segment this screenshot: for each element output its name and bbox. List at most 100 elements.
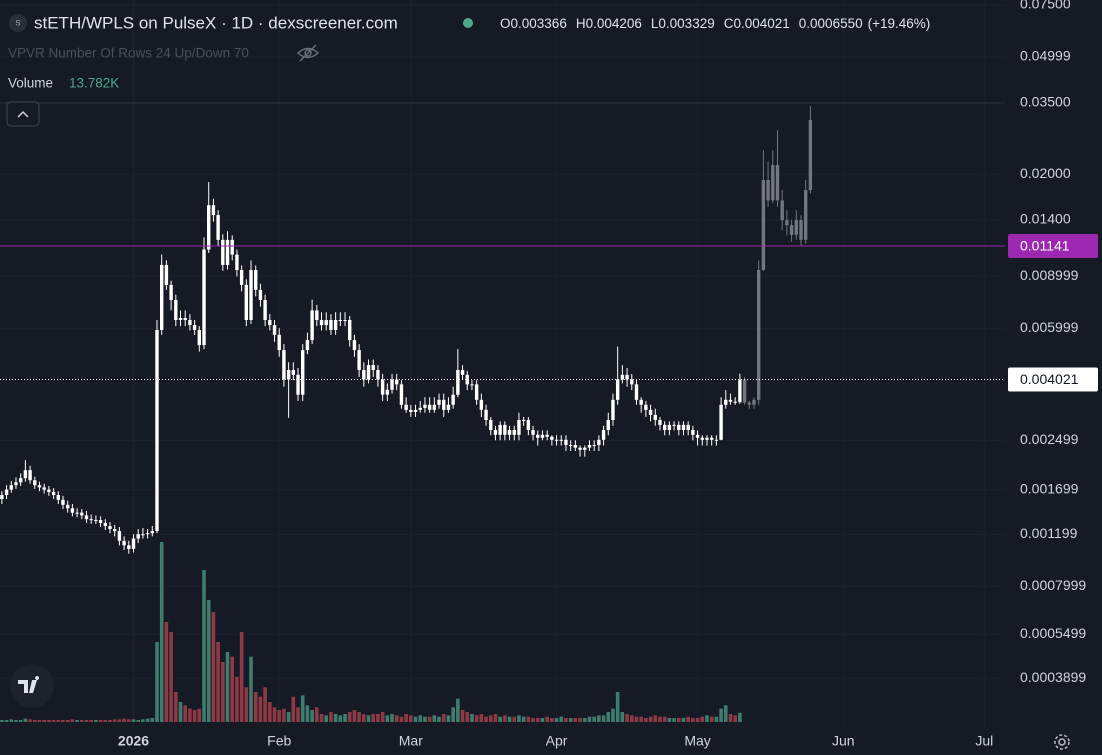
candle — [559, 435, 563, 446]
candle-body — [437, 399, 441, 405]
candle — [634, 380, 639, 405]
candle — [648, 404, 653, 422]
price-label-box — [1008, 367, 1098, 392]
candle-body — [597, 439, 601, 445]
volume-bar — [676, 718, 681, 722]
volume-bar — [0, 720, 4, 722]
candle-body — [432, 404, 437, 410]
volume-bar — [333, 714, 338, 722]
change: 0.0006550 — [799, 16, 863, 31]
candle — [583, 445, 587, 457]
candle-body — [0, 495, 4, 500]
volume-bar — [357, 712, 361, 722]
volume-bar — [70, 719, 75, 722]
volume-bar — [451, 707, 455, 722]
x-tick-label: Jul — [975, 733, 993, 749]
candle — [780, 189, 784, 231]
candle — [395, 373, 399, 391]
collapse-button[interactable] — [6, 101, 40, 127]
candle-body — [225, 239, 230, 265]
hide-icon[interactable] — [296, 44, 320, 62]
candle-body — [9, 485, 13, 490]
volume-bar — [188, 708, 192, 722]
candle — [789, 219, 794, 242]
volume-bar — [418, 715, 423, 722]
volume-bar — [338, 715, 343, 722]
volume-bar — [155, 642, 159, 722]
candle-body — [803, 190, 808, 240]
volume-bar — [517, 715, 521, 722]
candle-body — [207, 205, 211, 250]
candle-body — [611, 399, 615, 420]
volume-bar — [183, 705, 188, 722]
candle — [380, 373, 385, 401]
candle — [319, 312, 324, 331]
candle-body — [474, 384, 479, 400]
candle — [28, 465, 32, 484]
candle — [103, 519, 107, 531]
volume-bar — [324, 715, 329, 722]
volume-bar — [413, 716, 418, 722]
candle — [493, 425, 498, 441]
volume-readout: 13.782K — [69, 76, 119, 91]
candle — [686, 421, 690, 436]
candle — [724, 390, 728, 409]
candle-body — [413, 409, 418, 412]
candle — [418, 400, 422, 413]
candle-body — [423, 404, 427, 408]
volume-bar — [644, 718, 648, 722]
candle-body — [493, 429, 498, 435]
x-tick-label: 2026 — [118, 733, 149, 749]
candle — [521, 416, 526, 426]
x-tick-label: Mar — [399, 733, 423, 749]
volume-bar — [427, 716, 432, 722]
candle-body — [122, 540, 126, 546]
candle-body — [136, 534, 140, 539]
candle-body — [42, 487, 46, 490]
candle — [239, 265, 244, 292]
volume-bar — [249, 656, 253, 722]
candle-body — [268, 319, 272, 326]
candle-body — [728, 399, 733, 402]
candle-body — [460, 370, 465, 375]
candle — [0, 491, 4, 504]
volume-bar — [531, 718, 535, 722]
candle — [183, 310, 187, 327]
y-tick-label: 0.02000 — [1020, 165, 1071, 181]
candle — [174, 294, 178, 327]
volume-bar — [145, 718, 150, 722]
candle-body — [766, 180, 770, 201]
candle — [23, 460, 28, 482]
candle — [268, 314, 272, 331]
candle-body — [625, 374, 629, 380]
volume-bar — [126, 719, 131, 722]
candle — [672, 421, 676, 431]
candle-body — [592, 444, 596, 446]
volume-bar — [629, 715, 634, 722]
candle — [752, 397, 756, 409]
candle — [808, 105, 813, 194]
candle-body — [371, 365, 375, 371]
candle-body — [573, 444, 578, 448]
candle — [785, 210, 789, 236]
volume-bar — [582, 718, 587, 722]
tradingview-logo[interactable] — [10, 664, 54, 708]
candle-body — [554, 439, 559, 441]
candle — [597, 435, 601, 451]
candle-body — [451, 394, 455, 405]
volume-bar — [437, 716, 441, 722]
candle — [155, 319, 159, 534]
candle — [507, 425, 512, 441]
volume-bar — [352, 710, 357, 722]
volume-bar — [23, 718, 28, 722]
candle — [160, 254, 164, 335]
candle — [338, 312, 343, 327]
settings-gear[interactable] — [1054, 734, 1070, 750]
volume-bar — [178, 702, 183, 722]
candle-body — [352, 340, 357, 351]
candle — [263, 294, 267, 327]
volume-bar — [465, 712, 470, 722]
volume-bar — [89, 720, 93, 722]
volume-label: Volume — [8, 76, 53, 91]
